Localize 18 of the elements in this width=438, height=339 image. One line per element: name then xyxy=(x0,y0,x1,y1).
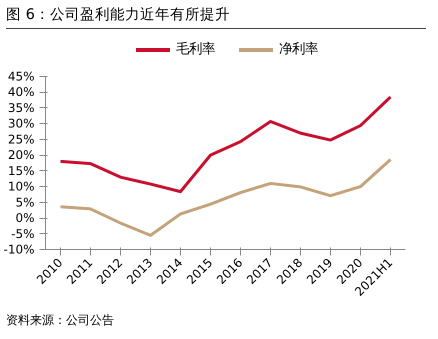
y-tick-label: -10% xyxy=(4,242,35,256)
y-tick-label: 5% xyxy=(15,195,35,210)
y-tick-label: 40% xyxy=(8,85,34,100)
chart-title: 图 6：公司盈利能力近年有所提升 xyxy=(6,5,230,25)
y-tick-label: -5% xyxy=(11,226,35,241)
y-tick-label: 45% xyxy=(8,70,34,84)
y-tick-label: 20% xyxy=(8,148,34,162)
text: 资料来源：公司公告 xyxy=(6,312,114,329)
line-series xyxy=(59,95,392,194)
legend-label: 净利率 xyxy=(279,42,318,57)
y-tick-label: 15% xyxy=(8,164,34,178)
y-tick-label: 0% xyxy=(15,211,35,226)
y-tick-label: 10% xyxy=(8,180,34,194)
legend-label: 毛利率 xyxy=(176,42,215,57)
line-series xyxy=(59,158,392,237)
y-tick-label: 30% xyxy=(8,116,34,131)
y-tick-label: 35% xyxy=(8,100,34,115)
y-tick-label: 25% xyxy=(8,132,34,146)
